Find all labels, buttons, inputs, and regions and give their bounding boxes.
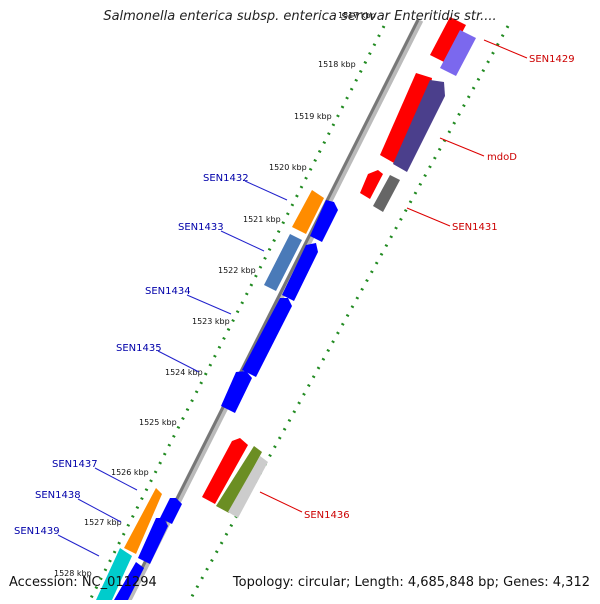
- gene-label-sen1435[interactable]: SEN1435: [116, 343, 162, 354]
- leader-line: [94, 467, 138, 491]
- leader-line: [77, 498, 122, 523]
- gene-sen1438[interactable]: [138, 518, 168, 564]
- gene-sen1429-b[interactable]: [440, 30, 476, 76]
- tick-label: 1521 kbp: [243, 215, 281, 224]
- gene-mdod[interactable]: [393, 80, 445, 172]
- gene-sen1429[interactable]: [430, 17, 466, 63]
- tick-label: 1519 kbp: [294, 112, 332, 121]
- gene-label-mdod[interactable]: mdoD: [487, 152, 517, 163]
- leader-line: [439, 137, 485, 157]
- gene-sen1433[interactable]: [264, 234, 302, 291]
- gene-label-sen1434[interactable]: SEN1434: [145, 286, 191, 297]
- gene-sen1431-red[interactable]: [360, 170, 383, 199]
- tick-label: 1518 kbp: [318, 60, 356, 69]
- gene-sen1434[interactable]: [282, 243, 318, 301]
- tick-label: 1522 kbp: [218, 266, 256, 275]
- leader-line: [406, 207, 451, 227]
- leader-line: [259, 491, 303, 513]
- gene-sen1439-b[interactable]: [114, 562, 144, 600]
- gene-sen1435[interactable]: [242, 298, 292, 377]
- gene-sen1435-b[interactable]: [221, 371, 252, 413]
- gene-sen1432-b[interactable]: [310, 200, 338, 242]
- gene-label-sen1439[interactable]: SEN1439: [14, 526, 60, 537]
- tick-label: 1524 kbp: [165, 368, 203, 377]
- gene-label-sen1431[interactable]: SEN1431: [452, 222, 498, 233]
- tick-label: 1528 kbp: [54, 569, 92, 578]
- leader-line: [186, 294, 232, 315]
- gene-mdod-red[interactable]: [380, 73, 432, 163]
- gene-label-sen1436[interactable]: SEN1436: [304, 510, 350, 521]
- tick-label: 1525 kbp: [139, 418, 177, 427]
- tick-label: 1520 kbp: [269, 163, 307, 172]
- gene-sen1437-b[interactable]: [160, 498, 182, 524]
- leader-line: [483, 39, 528, 59]
- leader-line: [220, 230, 265, 252]
- map-title: Salmonella enterica subsp. enterica sero…: [103, 9, 497, 24]
- gene-label-sen1429[interactable]: SEN1429: [529, 54, 575, 65]
- gene-label-sen1432[interactable]: SEN1432: [203, 173, 249, 184]
- gene-label-sen1433[interactable]: SEN1433: [178, 222, 224, 233]
- gene-sen1436-b[interactable]: [228, 456, 268, 518]
- gene-sen1436-red[interactable]: [202, 438, 248, 504]
- genome-summary: Topology: circular; Length: 4,685,848 bp…: [232, 575, 590, 590]
- gene-label-sen1438[interactable]: SEN1438: [35, 490, 81, 501]
- leader-line: [57, 534, 100, 557]
- leader-line: [157, 350, 200, 373]
- tick-label: 1517 kbp: [338, 11, 376, 20]
- gene-sen1432[interactable]: [292, 190, 324, 234]
- gene-sen1431[interactable]: [373, 175, 400, 212]
- tick-label: 1527 kbp: [84, 518, 122, 527]
- leader-line: [244, 180, 288, 201]
- gene-sen1437[interactable]: [124, 488, 162, 554]
- gene-sen1439[interactable]: [96, 548, 132, 600]
- gene-sen1436[interactable]: [216, 446, 262, 513]
- accession-label: Accession: NC_011294: [9, 575, 157, 590]
- gene-label-sen1437[interactable]: SEN1437: [52, 459, 98, 470]
- tick-label: 1523 kbp: [192, 317, 230, 326]
- tick-label: 1526 kbp: [111, 468, 149, 477]
